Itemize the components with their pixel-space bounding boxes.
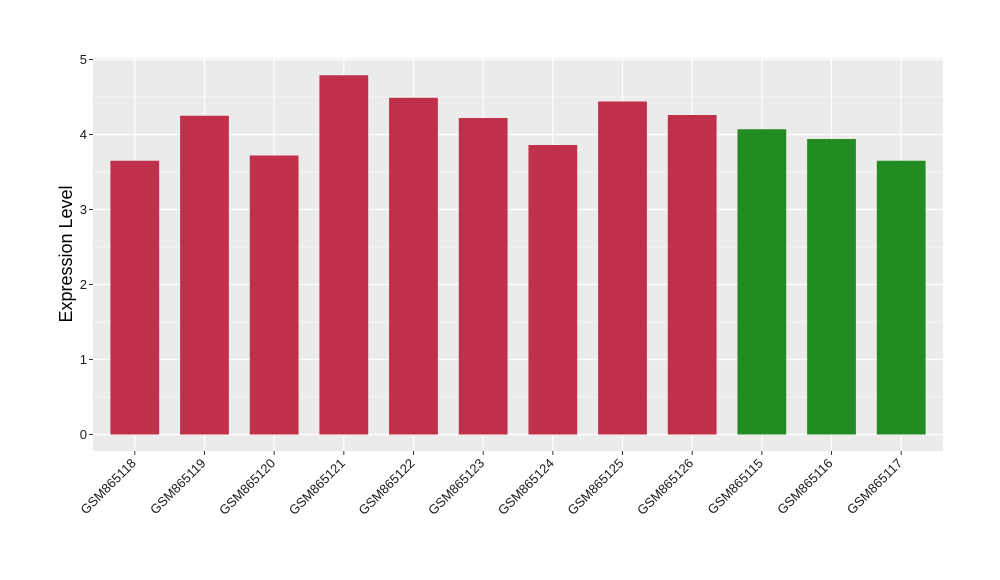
bar-GSM865125 <box>598 101 647 435</box>
bar-GSM865121 <box>319 75 369 435</box>
bar-GSM865115 <box>737 129 787 435</box>
bar-GSM865119 <box>180 115 229 435</box>
x-tick-label: GSM865122 <box>355 456 417 518</box>
bar-GSM865117 <box>876 160 926 435</box>
x-tick-label: GSM865120 <box>216 456 278 518</box>
minor-gridlines <box>93 96 943 398</box>
y-axis-title: Expression Level <box>56 185 76 322</box>
x-tick-label: GSM865118 <box>77 456 139 518</box>
x-tick-label: GSM865117 <box>844 456 906 518</box>
bar-GSM865120 <box>249 155 299 435</box>
y-tick-label: 3 <box>80 202 87 217</box>
bar-GSM865126 <box>667 115 717 435</box>
y-tick-label: 5 <box>80 52 87 67</box>
bar-GSM865116 <box>807 139 856 435</box>
bar-GSM865118 <box>110 160 160 435</box>
bar-GSM865123 <box>458 118 508 435</box>
x-axis: GSM865118 GSM865119 GSM865120 GSM865121 GSM8… <box>77 451 905 518</box>
x-tick-label: GSM865121 <box>286 456 348 518</box>
y-tick-label: 0 <box>80 427 87 442</box>
y-tick-label: 2 <box>80 277 87 292</box>
x-tick-label: GSM865119 <box>147 456 209 518</box>
plot-panel <box>93 58 943 451</box>
bars <box>110 75 926 435</box>
y-tick-label: 1 <box>80 352 87 367</box>
x-tick-label: GSM865123 <box>425 456 487 518</box>
x-tick-label: GSM865115 <box>704 456 766 518</box>
x-tick-label: GSM865125 <box>564 456 626 518</box>
bar-GSM865122 <box>389 97 438 435</box>
x-tick-label: GSM865124 <box>495 456 557 518</box>
y-tick-label: 4 <box>80 127 87 142</box>
x-tick-label: GSM865126 <box>634 456 696 518</box>
y-axis: 0 1 2 3 4 5 <box>80 52 93 442</box>
x-tick-label: GSM865116 <box>774 456 836 518</box>
bar-GSM865124 <box>528 145 578 435</box>
